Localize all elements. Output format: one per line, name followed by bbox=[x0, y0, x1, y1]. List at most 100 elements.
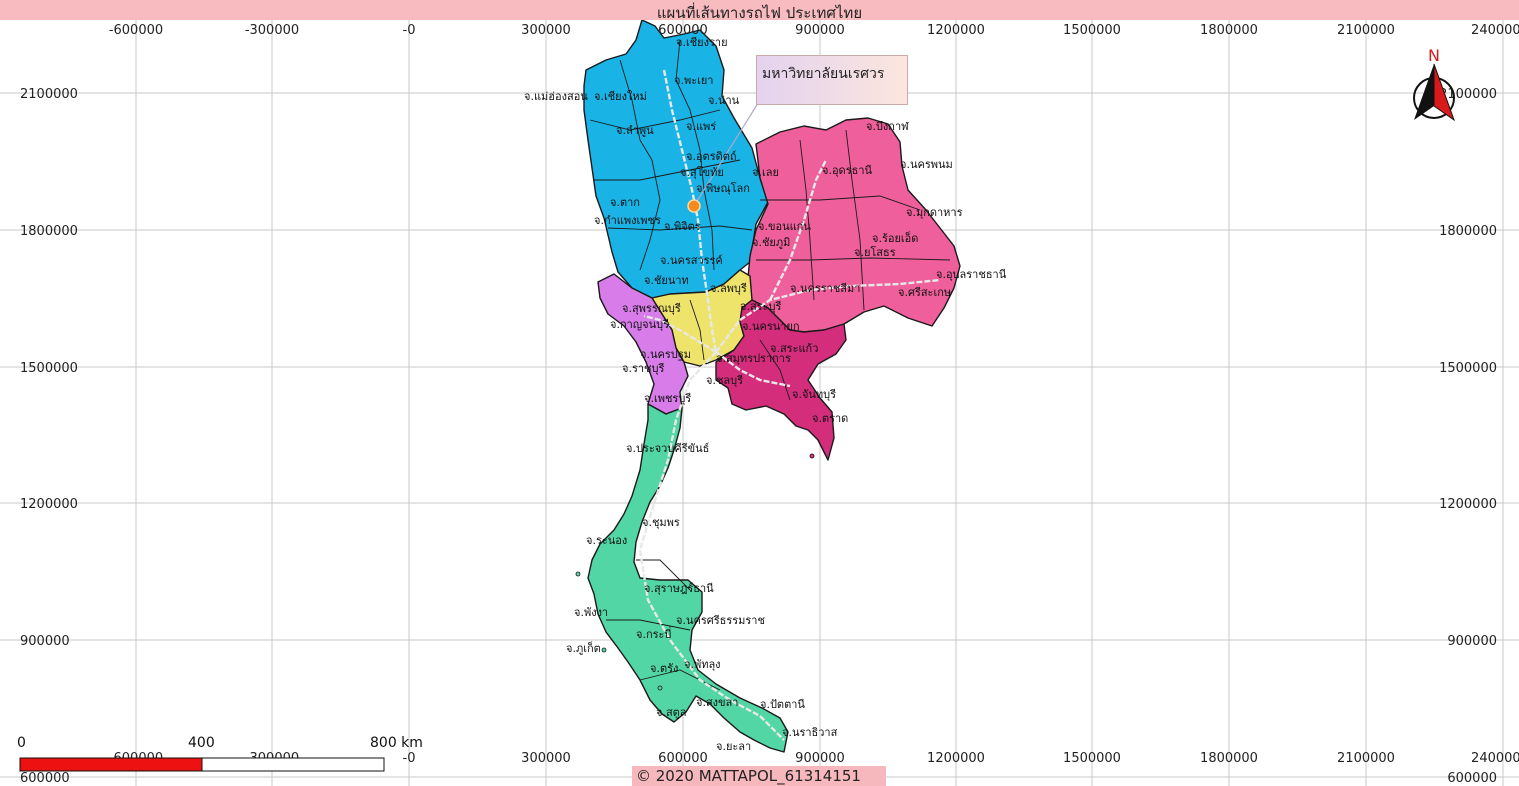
province-label: จ.อุบลราชธานี bbox=[936, 268, 1007, 281]
province-label: จ.อุดรธานี bbox=[822, 164, 872, 177]
x-tick-label: 1200000 bbox=[927, 751, 985, 766]
province-label: จ.ศรีสะเกษ bbox=[898, 286, 951, 299]
province-label: จ.ชุมพร bbox=[642, 516, 680, 529]
x-tick-label: 900000 bbox=[795, 23, 845, 38]
province-label: จ.นครปฐม bbox=[640, 348, 691, 361]
north-label: N bbox=[1428, 46, 1440, 65]
province-label: จ.กระบี่ bbox=[636, 626, 671, 641]
province-label: จ.น่าน bbox=[708, 94, 740, 107]
province-label: จ.ตรัง bbox=[650, 662, 678, 675]
y-tick-label: 900000 bbox=[1447, 634, 1497, 649]
scale-label-400: 400 bbox=[188, 735, 215, 751]
y-tick-label: 1500000 bbox=[20, 361, 78, 376]
province-label: จ.เลย bbox=[752, 166, 779, 179]
province-label: จ.ระนอง bbox=[586, 534, 627, 547]
y-tick-label: 1200000 bbox=[1439, 497, 1497, 512]
province-label: จ.ตาก bbox=[610, 196, 640, 209]
y-tick-label: 1500000 bbox=[1439, 361, 1497, 376]
province-label: จ.สุราษฎร์ธานี bbox=[644, 582, 714, 595]
x-tick-label: 900000 bbox=[795, 751, 845, 766]
x-tick-label: -0 bbox=[403, 751, 416, 766]
university-callout-label: มหาวิทยาลัยนเรศวร bbox=[762, 66, 885, 82]
x-tick-label: 1500000 bbox=[1063, 751, 1121, 766]
x-tick-label: -300000 bbox=[245, 23, 299, 38]
title-bar bbox=[0, 0, 1519, 20]
province-label: จ.กำแพงเพชร bbox=[594, 214, 661, 227]
province-label: จ.จันทบุรี bbox=[792, 388, 836, 401]
railway-lines bbox=[638, 69, 941, 741]
x-tick-label: 300000 bbox=[521, 751, 571, 766]
y-tick-label: 1800000 bbox=[1439, 224, 1497, 239]
x-tick-label: 300000 bbox=[521, 23, 571, 38]
province-label: จ.ตราด bbox=[812, 412, 848, 425]
university-callout-box bbox=[756, 55, 908, 105]
scale-label-800: 800 km bbox=[370, 735, 423, 751]
region-south[interactable] bbox=[587, 403, 789, 753]
y-tick-label: 2100000 bbox=[1439, 87, 1497, 102]
x-tick-label: 1500000 bbox=[1063, 23, 1121, 38]
x-tick-label: 2100000 bbox=[1337, 23, 1395, 38]
copyright-text: © 2020 MATTAPOL_61314151 bbox=[636, 767, 861, 785]
province-label: จ.ลำพูน bbox=[616, 124, 654, 137]
province-label: จ.ยโสธร bbox=[854, 245, 896, 259]
province-label: จ.แม่ฮ่องสอน bbox=[524, 90, 588, 103]
x-tick-label: 600000 bbox=[658, 751, 708, 766]
province-label: จ.สมุทรปราการ bbox=[716, 352, 791, 365]
university-marker-icon[interactable] bbox=[687, 199, 701, 213]
province-label: จ.มุกดาหาร bbox=[906, 206, 963, 219]
province-label: จ.สุพรรณบุรี bbox=[622, 302, 681, 315]
province-label: จ.ชัยนาท bbox=[644, 274, 689, 287]
footer-bar bbox=[632, 766, 886, 786]
province-label: จ.แพร่ bbox=[686, 120, 716, 133]
province-label: จ.ปัตตานี bbox=[760, 698, 805, 711]
province-label: จ.พิจิตร bbox=[664, 220, 701, 233]
province-label: จ.นครสวรรค์ bbox=[660, 254, 723, 267]
y-tick-label: 900000 bbox=[20, 634, 70, 649]
y-tick-label: 600000 bbox=[1447, 771, 1497, 786]
y-tick-label: 1800000 bbox=[20, 224, 78, 239]
province-label: จ.สงขลา bbox=[696, 696, 738, 709]
province-label: จ.พัทลุง bbox=[684, 658, 721, 671]
y-tick-labels-right: 2100000 1800000 1500000 1200000 900000 6… bbox=[1439, 87, 1497, 786]
scale-bar bbox=[19, 757, 385, 772]
province-labels: จ.เชียงราย จ.พะเยา จ.แม่ฮ่องสอน จ.เชียงใ… bbox=[524, 36, 1007, 753]
islands bbox=[575, 453, 815, 691]
province-label: จ.ขอนแก่น bbox=[758, 220, 811, 233]
province-borders bbox=[589, 39, 951, 691]
x-tick-labels-top: -600000 -300000 -0 300000 600000 900000 … bbox=[109, 23, 1519, 38]
x-tick-label: 1800000 bbox=[1200, 751, 1258, 766]
x-tick-label: 600000 bbox=[658, 23, 708, 38]
x-tick-label: -600000 bbox=[109, 23, 163, 38]
x-tick-label: 2100000 bbox=[1337, 751, 1395, 766]
province-label: จ.สระบุรี bbox=[740, 300, 781, 313]
province-label: จ.สตูล bbox=[656, 706, 687, 719]
x-tick-label: -0 bbox=[403, 23, 416, 38]
province-label: จ.อุตรดิตถ์ bbox=[686, 150, 737, 163]
province-label: จ.ประจวบคีรีขันธ์ bbox=[626, 442, 709, 455]
y-tick-labels-left: 2100000 1800000 1500000 1200000 900000 6… bbox=[20, 87, 78, 786]
callout-leader-line bbox=[693, 99, 761, 207]
province-label: จ.ชลบุรี bbox=[706, 374, 743, 387]
north-arrow-icon: N bbox=[1413, 46, 1455, 122]
x-tick-label: 2400000 bbox=[1471, 751, 1519, 766]
province-label: จ.ราชบุรี bbox=[622, 362, 664, 375]
x-tick-label: 1200000 bbox=[927, 23, 985, 38]
scale-label-0: 0 bbox=[17, 735, 26, 751]
x-tick-label: 2400000 bbox=[1471, 23, 1519, 38]
region-east[interactable] bbox=[715, 299, 847, 461]
province-label: จ.พิษณุโลก bbox=[696, 181, 750, 195]
province-label: จ.ลพบุรี bbox=[710, 282, 747, 295]
province-label: จ.นราธิวาส bbox=[782, 726, 838, 739]
province-label: จ.ยะลา bbox=[716, 740, 751, 753]
province-label: จ.เชียงราย bbox=[676, 36, 728, 49]
province-label: จ.ร้อยเอ็ด bbox=[872, 231, 918, 245]
map-title: แผนที่เส้นทางรถไฟ ประเทศไทย bbox=[656, 4, 863, 22]
province-label: จ.ชัยภูมิ bbox=[752, 236, 790, 249]
y-tick-label: 2100000 bbox=[20, 87, 78, 102]
y-tick-label: 1200000 bbox=[20, 497, 78, 512]
region-west[interactable] bbox=[597, 273, 689, 415]
province-label: จ.พะเยา bbox=[674, 74, 713, 87]
x-tick-label: 1800000 bbox=[1200, 23, 1258, 38]
province-label: จ.ภูเก็ต bbox=[566, 641, 601, 655]
